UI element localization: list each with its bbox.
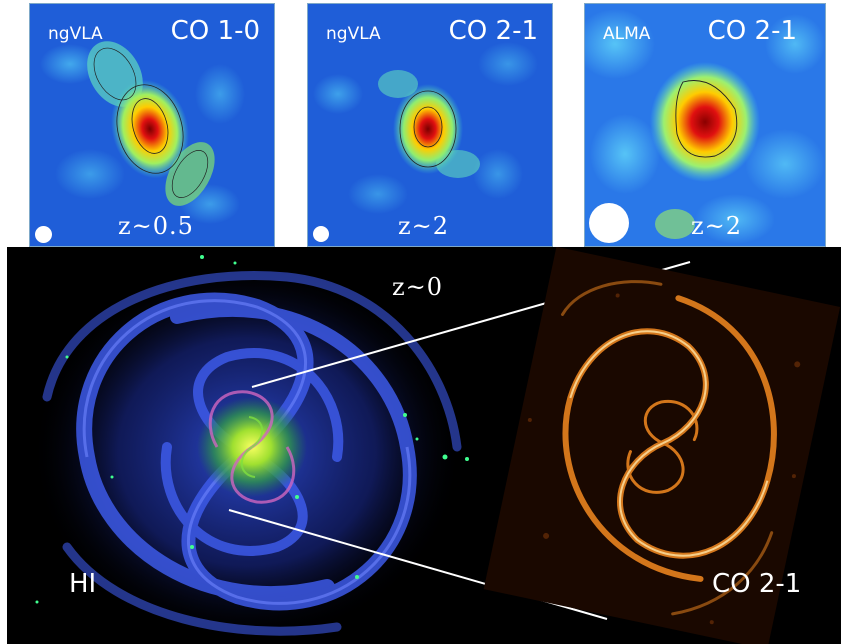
beam-marker <box>313 226 329 242</box>
map-panel-ngvla-co21: ngVLA CO 2-1 z~2 <box>307 3 553 247</box>
co-label: CO 2-1 <box>712 569 802 599</box>
map-panel-ngvla-co10: ngVLA CO 1-0 z~0.5 <box>29 3 275 247</box>
intensity-map-co21-alma <box>585 4 825 246</box>
redshift-label: z~2 <box>398 212 450 240</box>
map-panel-alma-co21: ALMA CO 2-1 z~2 <box>584 3 826 247</box>
galaxy-core <box>197 390 307 504</box>
intensity-map-co21-ngvla <box>308 4 552 246</box>
line-label: CO 2-1 <box>448 16 538 46</box>
beam-marker <box>589 203 629 243</box>
field-stars <box>35 255 469 604</box>
galaxy-image <box>32 247 841 644</box>
line-label: CO 2-1 <box>707 16 797 46</box>
intensity-map-co10 <box>30 4 274 246</box>
redshift-label: z~0.5 <box>118 212 194 240</box>
hi-label: HI <box>69 569 97 599</box>
line-label: CO 1-0 <box>170 16 260 46</box>
co-map <box>483 247 841 644</box>
redshift-label: z~2 <box>691 212 743 240</box>
redshift-label: z~0 <box>392 273 444 301</box>
instrument-label: ALMA <box>603 24 651 44</box>
galaxy-panel: z~0 HI CO 2-1 <box>7 247 841 644</box>
instrument-label: ngVLA <box>326 24 381 44</box>
beam-marker <box>35 226 52 243</box>
instrument-label: ngVLA <box>48 24 103 44</box>
